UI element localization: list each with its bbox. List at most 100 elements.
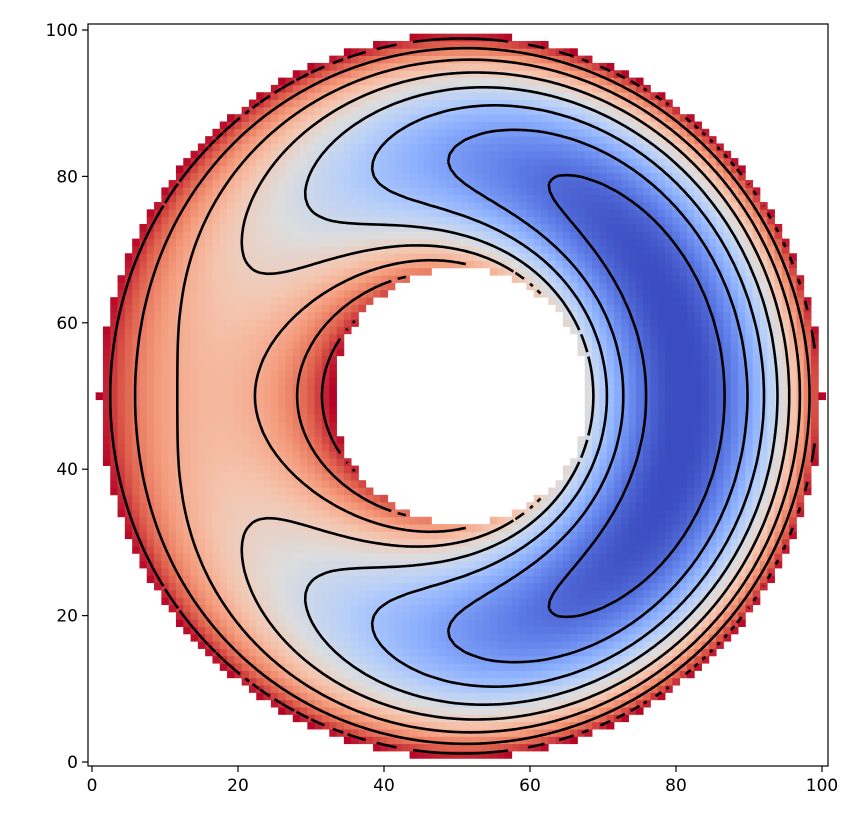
heatmap-cell xyxy=(497,663,505,671)
heatmap-cell xyxy=(774,370,783,379)
heatmap-cell xyxy=(708,538,717,547)
heatmap-cell xyxy=(635,377,644,386)
heatmap-cell xyxy=(241,238,250,247)
heatmap-cell xyxy=(526,597,535,606)
heatmap-cell xyxy=(789,260,797,269)
heatmap-cell xyxy=(292,231,301,240)
heatmap-cell xyxy=(621,406,629,415)
heatmap-cell xyxy=(628,443,637,452)
heatmap-cell xyxy=(577,648,586,657)
heatmap-cell xyxy=(453,546,462,554)
heatmap-cell xyxy=(519,267,527,276)
heatmap-cell xyxy=(321,297,330,305)
heatmap-cell xyxy=(212,370,221,379)
heatmap-cell xyxy=(161,414,170,423)
heatmap-cell xyxy=(256,494,264,503)
heatmap-cell xyxy=(613,319,622,327)
heatmap-cell xyxy=(460,736,469,745)
heatmap-cell xyxy=(190,326,199,335)
heatmap-cell xyxy=(402,611,410,620)
heatmap-cell xyxy=(197,619,206,627)
heatmap-cell xyxy=(234,231,243,240)
heatmap-cell xyxy=(694,436,702,444)
heatmap-cell xyxy=(621,465,629,474)
heatmap-cell xyxy=(650,611,659,620)
heatmap-cell xyxy=(738,392,746,401)
heatmap-cell xyxy=(278,297,286,305)
heatmap-cell xyxy=(803,377,812,386)
heatmap-cell xyxy=(533,516,542,525)
heatmap-cell xyxy=(752,516,761,525)
heatmap-cell xyxy=(752,385,761,393)
heatmap-cell xyxy=(584,363,593,371)
heatmap-cell xyxy=(321,370,330,379)
heatmap-cell xyxy=(256,392,264,401)
heatmap-cell xyxy=(606,348,615,357)
heatmap-cell xyxy=(219,509,228,518)
heatmap-cell xyxy=(263,641,272,649)
heatmap-cell xyxy=(285,282,294,291)
heatmap-cell xyxy=(745,472,754,481)
heatmap-cell xyxy=(380,714,389,723)
heatmap-cell xyxy=(533,692,542,701)
heatmap-cell xyxy=(679,399,688,408)
heatmap-cell xyxy=(292,377,301,386)
heatmap-cell xyxy=(278,611,286,620)
heatmap-cell xyxy=(738,516,746,525)
heatmap-cell xyxy=(767,289,775,298)
heatmap-cell xyxy=(416,267,425,276)
heatmap-cell xyxy=(351,589,359,598)
heatmap-cell xyxy=(708,355,717,364)
heatmap-cell xyxy=(540,721,549,730)
heatmap-cell xyxy=(227,260,235,269)
heatmap-cell xyxy=(256,611,264,620)
heatmap-cell xyxy=(212,267,221,276)
heatmap-cell xyxy=(292,538,301,547)
heatmap-cell xyxy=(628,377,637,386)
heatmap-cell xyxy=(584,465,593,474)
heatmap-cell xyxy=(183,260,191,269)
heatmap-cell xyxy=(577,487,586,496)
heatmap-cell xyxy=(300,377,308,386)
heatmap-cell xyxy=(183,421,191,430)
heatmap-cell xyxy=(635,370,644,379)
heatmap-cell xyxy=(431,707,440,715)
heatmap-cell xyxy=(694,450,702,459)
heatmap-cell xyxy=(672,370,681,379)
heatmap-cell xyxy=(679,553,688,562)
heatmap-cell xyxy=(672,282,681,291)
heatmap-cell xyxy=(300,319,308,327)
heatmap-cell xyxy=(446,611,454,620)
heatmap-cell xyxy=(227,253,235,261)
heatmap-cell xyxy=(621,355,629,364)
heatmap-cell xyxy=(365,699,374,708)
heatmap-cell xyxy=(657,626,666,635)
heatmap-cell xyxy=(665,597,673,606)
heatmap-cell xyxy=(205,245,213,254)
heatmap-cell xyxy=(599,546,608,554)
heatmap-cell xyxy=(438,663,447,671)
heatmap-cell xyxy=(205,509,213,518)
heatmap-cell xyxy=(708,546,717,554)
heatmap-cell xyxy=(745,399,754,408)
heatmap-cell xyxy=(672,626,681,635)
heatmap-cell xyxy=(314,655,323,664)
heatmap-cell xyxy=(168,399,177,408)
heatmap-cell xyxy=(504,685,513,693)
heatmap-cell xyxy=(438,655,447,664)
heatmap-cell xyxy=(278,392,286,401)
heatmap-cell xyxy=(205,589,213,598)
heatmap-cell xyxy=(373,692,381,701)
heatmap-cell xyxy=(446,546,454,554)
heatmap-cell xyxy=(643,370,651,379)
heatmap-cell xyxy=(599,648,608,657)
heatmap-cell xyxy=(329,289,337,298)
heatmap-cell xyxy=(321,546,330,554)
heatmap-cell xyxy=(613,311,622,320)
heatmap-cell xyxy=(409,267,418,276)
heatmap-cell xyxy=(752,370,761,379)
heatmap-cell xyxy=(387,611,396,620)
heatmap-cell xyxy=(745,275,754,283)
heatmap-cell xyxy=(621,655,629,664)
heatmap-cell xyxy=(132,443,140,452)
